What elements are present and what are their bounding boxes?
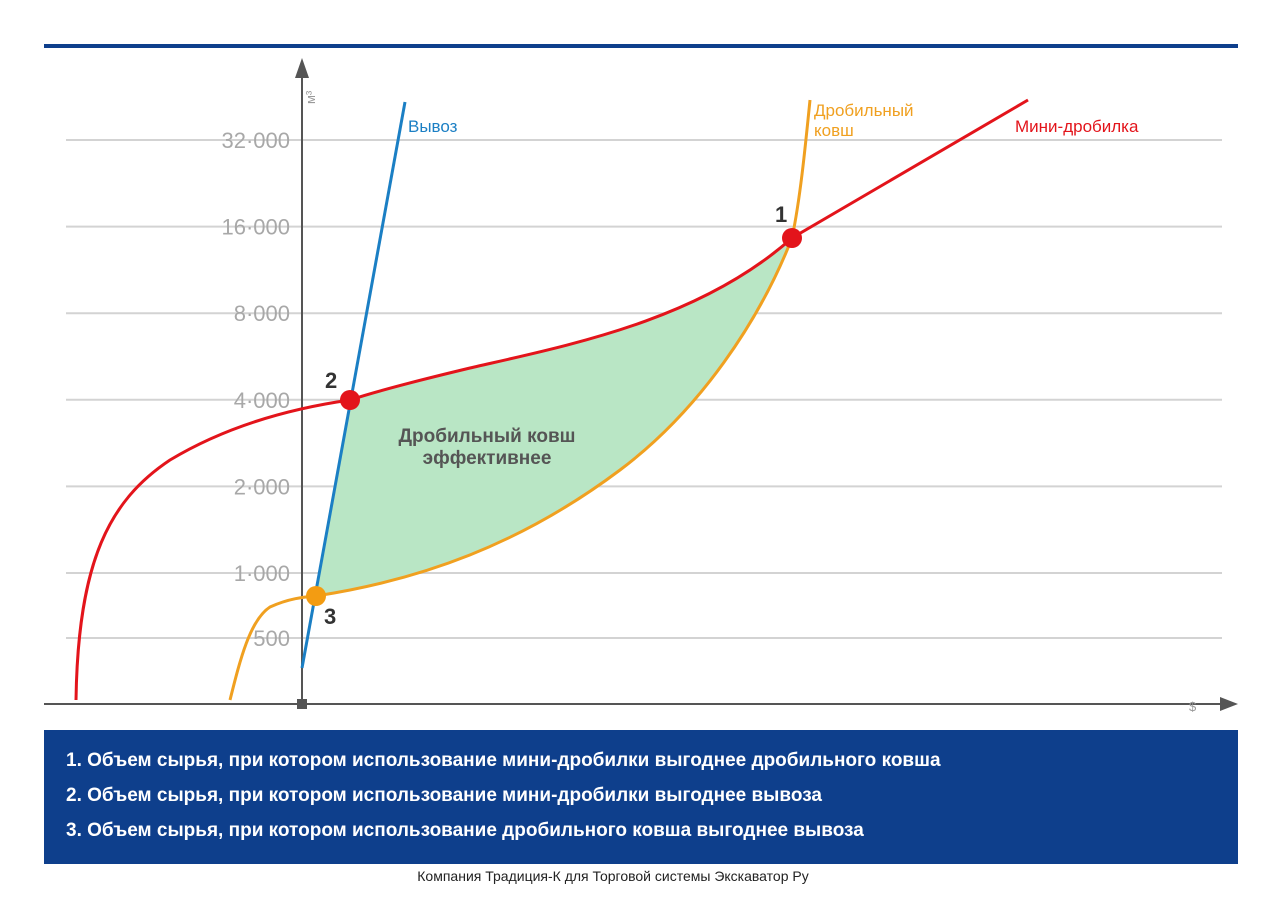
legend-item-3: 3. Объем сырья, при котором использовани… [66,820,864,841]
legend-item-1: 1. Объем сырья, при котором использовани… [66,750,941,771]
y-tick-label-2: 2·000 [234,474,290,499]
legend-item-2: 2. Объем сырья, при котором использовани… [66,785,822,806]
series-label-drobilnyy-kovsh: Дробильный ковш [814,101,914,140]
x-axis-arrow [1220,697,1238,711]
legend-box: 1. Объем сырья, при котором использовани… [44,730,1238,864]
marker-1 [782,228,802,248]
marker-label-2: 2 [325,368,337,393]
marker-3 [306,586,326,606]
axis-origin [297,699,307,709]
y-tick-label-5: 16·000 [221,215,290,240]
series-line-vyvoz [300,101,407,669]
y-axis-unit-label: м³ [303,90,318,104]
efficiency-region [316,238,792,596]
y-tick-label-4: 8·000 [234,301,290,326]
chart-svg: 500 1·000 2·000 4·000 8·000 16·000 32·000 м³ $ Вы… [44,44,1238,714]
footer-caption: Компания Традиция-К для Торговой системы… [417,868,809,884]
y-tick-label-6: 32·000 [221,128,290,153]
chart: 500 1·000 2·000 4·000 8·000 16·000 32·000 м³ $ Вы… [44,44,1238,714]
y-tick-label-3: 4·000 [234,388,290,413]
series-label-mini-drobilka: Мини-дробилка [1015,117,1139,136]
marker-2 [340,390,360,410]
y-axis-arrow [295,58,309,78]
marker-label-3: 3 [324,604,336,629]
y-tick-label-0: 500 [253,626,290,651]
series-label-vyvoz: Вывоз [408,117,458,136]
marker-label-1: 1 [775,202,787,227]
x-axis-unit-label: $ [1189,699,1197,714]
region-annotation: Дробильный ковш эффективнее [399,426,576,469]
y-tick-label-1: 1·000 [234,561,290,586]
